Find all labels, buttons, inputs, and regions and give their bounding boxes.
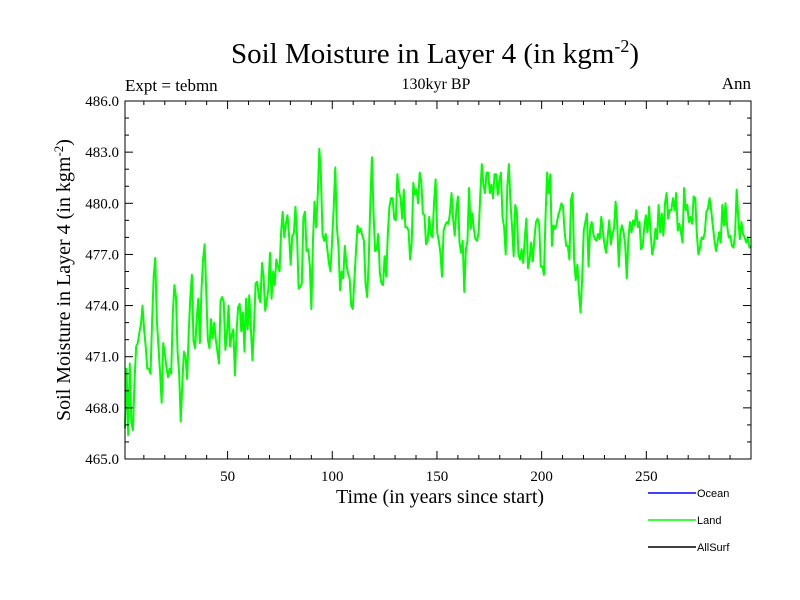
- y-tick-label: 468.0: [85, 401, 119, 417]
- experiment-label: Expt = tebmn: [125, 76, 218, 95]
- y-axis-label: Soil Moisture in Layer 4 (in kgm-2): [51, 139, 75, 421]
- legend-label-ocean: Ocean: [697, 488, 729, 500]
- x-tick-label: 50: [220, 469, 235, 485]
- x-tick-label: 150: [426, 469, 449, 485]
- x-axis: 50 100 150 200 250: [143, 101, 731, 485]
- plot-frame: [124, 100, 752, 460]
- y-tick-label: 471.0: [85, 350, 119, 366]
- y-tick-label: 486.0: [85, 94, 119, 110]
- legend-label-allsurf: AllSurf: [697, 542, 730, 554]
- chart-subtitle: 130kyr BP: [402, 76, 471, 93]
- y-tick-label: 465.0: [85, 452, 119, 468]
- x-tick-label: 250: [635, 469, 658, 485]
- series-layer: [124, 147, 752, 437]
- x-tick-label: 200: [530, 469, 553, 485]
- legend: Ocean Land AllSurf: [648, 488, 730, 554]
- y-tick-label: 474.0: [85, 299, 119, 315]
- x-axis-label: Time (in years since start): [336, 486, 544, 508]
- series-line-land: [124, 147, 752, 437]
- season-label: Ann: [722, 74, 752, 93]
- plot-area: 50 100 150 200 250 465.0 468.0 471.0 474.0 477.0…: [85, 94, 752, 485]
- y-tick-label: 483.0: [85, 145, 119, 161]
- chart-title: Soil Moisture in Layer 4 (in kgm-2): [231, 36, 639, 70]
- y-tick-label: 477.0: [85, 247, 119, 263]
- legend-label-land: Land: [697, 515, 721, 527]
- x-tick-label: 100: [321, 469, 344, 485]
- y-axis: 465.0 468.0 471.0 474.0 477.0 480.0 483.0 486.0: [85, 94, 751, 468]
- y-tick-label: 480.0: [85, 196, 119, 212]
